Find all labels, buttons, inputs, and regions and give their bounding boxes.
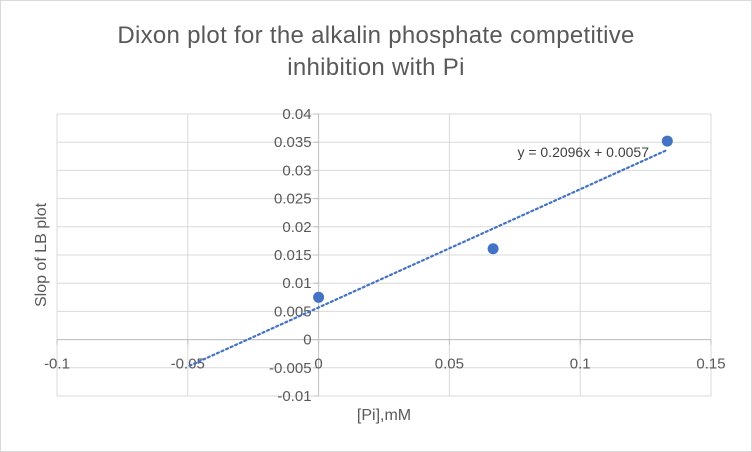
y-tick-label: 0.01 [282, 275, 311, 292]
y-tick-label: 0.03 [282, 162, 311, 179]
trendline-equation: y = 0.2096x + 0.0057 [517, 144, 649, 160]
y-tick-label: -0.005 [269, 360, 312, 377]
tick-labels: -0.01-0.00500.0050.010.0150.020.0250.030… [44, 106, 726, 405]
y-tick-label: 0.005 [274, 303, 312, 320]
axes [56, 113, 712, 397]
y-tick-label: 0.02 [282, 219, 311, 236]
x-tick-label: 0 [314, 356, 322, 373]
data-point [313, 291, 325, 303]
data-point [661, 135, 673, 147]
y-tick-label: 0 [303, 332, 311, 349]
trendline-layer [188, 148, 669, 367]
y-tick-label: -0.01 [277, 388, 311, 405]
y-tick-label: 0.025 [274, 191, 312, 208]
y-tick-label: 0.035 [274, 134, 312, 151]
x-tick-label: -0.05 [171, 356, 205, 373]
chart-title-line-1: Dixon plot for the alkalin phosphate com… [117, 22, 635, 49]
y-tick-label: 0.04 [282, 106, 311, 123]
chart-title-line-2: inhibition with Pi [287, 54, 465, 81]
x-tick-label: -0.1 [44, 356, 70, 373]
chart-title: Dixon plot for the alkalin phosphate com… [0, 20, 752, 84]
x-axis-label: [Pi],mM [357, 407, 411, 424]
data-point [487, 243, 499, 255]
data-points [313, 135, 673, 303]
x-tick-label: 0.05 [435, 356, 464, 373]
x-tick-label: 0.1 [570, 356, 591, 373]
y-axis-label: Slop of LB plot [33, 202, 50, 307]
y-tick-label: 0.015 [274, 247, 312, 264]
x-tick-label: 0.15 [696, 356, 725, 373]
trendline [188, 148, 669, 367]
